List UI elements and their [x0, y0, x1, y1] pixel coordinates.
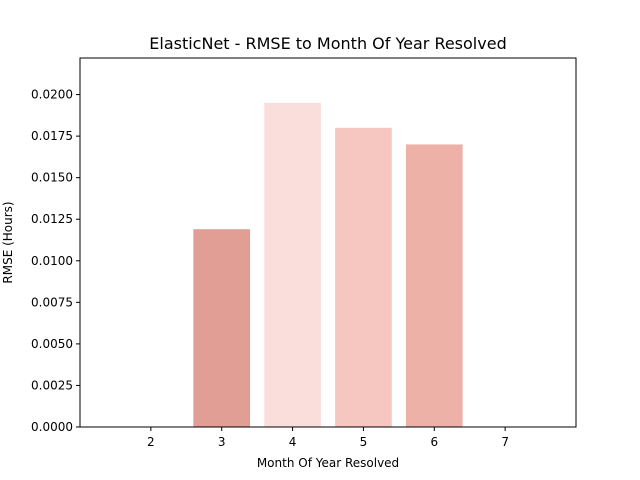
bar-month-6 — [405, 144, 463, 427]
bar-month-3 — [193, 229, 251, 427]
x-tick-label: 7 — [501, 435, 509, 449]
y-tick-label: 0.0200 — [31, 88, 73, 102]
y-tick-label: 0.0025 — [31, 378, 73, 392]
y-axis-label: RMSE (Hours) — [1, 201, 15, 283]
x-axis-ticks: 2 3 4 5 6 7 — [147, 427, 509, 449]
x-axis-label: Month Of Year Resolved — [257, 456, 399, 470]
y-tick-label: 0.0150 — [31, 171, 73, 185]
x-tick-label: 3 — [218, 435, 226, 449]
y-tick-label: 0.0125 — [31, 212, 73, 226]
bars-group — [193, 102, 463, 427]
y-tick-label: 0.0100 — [31, 254, 73, 268]
bar-month-4 — [264, 102, 321, 427]
x-tick-label: 4 — [289, 435, 297, 449]
y-axis-ticks: 0.0000 0.0025 0.0050 0.0075 0.0100 0.0125 0.01… — [31, 88, 80, 434]
y-tick-label: 0.0075 — [31, 295, 73, 309]
y-tick-label: 0.0050 — [31, 337, 73, 351]
y-tick-label: 0.0000 — [31, 420, 73, 434]
x-tick-label: 5 — [360, 435, 368, 449]
plot-frame — [79, 57, 577, 428]
y-tick-label: 0.0175 — [31, 129, 73, 143]
x-tick-label: 6 — [430, 435, 438, 449]
bar-month-5 — [335, 127, 392, 427]
x-tick-label: 2 — [147, 435, 155, 449]
chart-title: ElasticNet - RMSE to Month Of Year Resol… — [149, 34, 506, 53]
